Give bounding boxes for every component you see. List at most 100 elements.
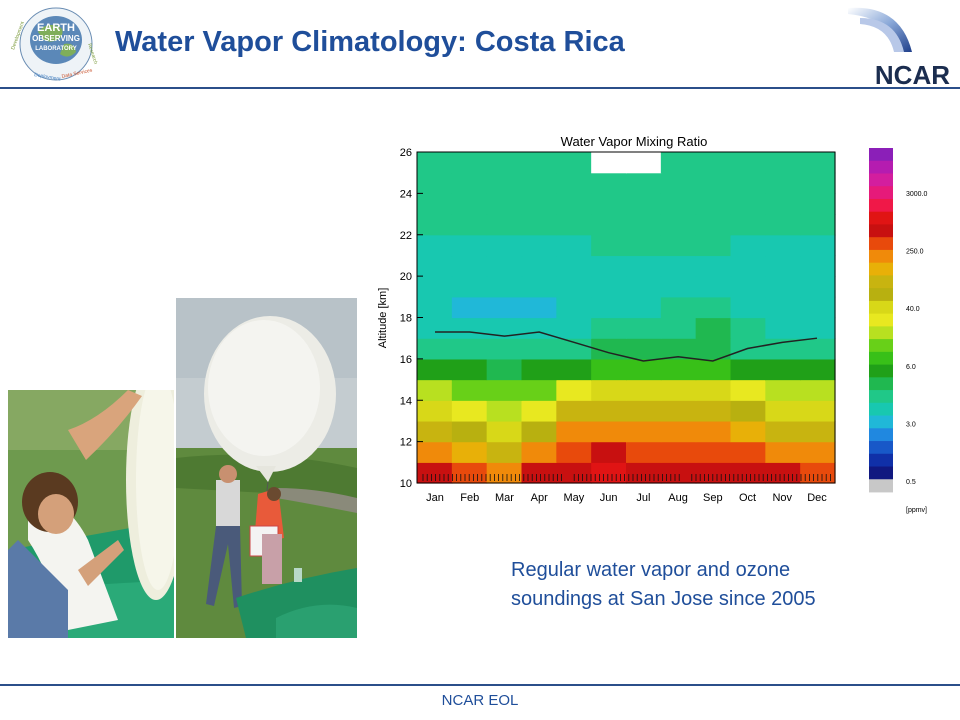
heatmap-cell (591, 255, 627, 277)
balloon-preparation-photo (8, 390, 174, 638)
heatmap-cell (626, 317, 662, 339)
balloon-launch-photo (176, 298, 357, 638)
heatmap-cell (695, 152, 732, 174)
heatmap-cell (730, 255, 766, 277)
colorbar-swatch (869, 453, 893, 467)
heatmap-cell (730, 172, 766, 194)
heatmap-cell (486, 255, 523, 277)
heatmap-cell (695, 296, 732, 319)
heatmap-cell (556, 234, 592, 257)
heatmap-cell (417, 296, 453, 319)
heatmap-cell (660, 441, 697, 463)
heatmap-cell (451, 255, 488, 277)
heatmap-cell (556, 317, 592, 339)
heatmap-cell (451, 214, 488, 236)
heatmap-cell (451, 296, 488, 319)
logo-line-2: OBSERVING (32, 34, 80, 43)
y-tick-label: 20 (400, 271, 412, 283)
heatmap-cell (521, 379, 557, 401)
heatmap-cell (765, 276, 801, 298)
logo-line-1: EARTH (37, 22, 75, 34)
heatmap-cell (626, 338, 662, 360)
heatmap-cell (626, 276, 662, 298)
heatmap-cell (695, 214, 732, 236)
heatmap-cell (521, 420, 557, 443)
heatmap-cell (417, 152, 453, 174)
heatmap-cell (800, 379, 836, 401)
heatmap-cell (521, 296, 557, 319)
heatmap-cell (765, 420, 801, 443)
colorbar-swatch (869, 275, 893, 289)
ncar-logo: NCAR (848, 7, 950, 90)
colorbar-swatch (869, 364, 893, 378)
heatmap-cell (556, 276, 592, 298)
heatmap-cell (660, 234, 697, 257)
heatmap-cell (521, 400, 557, 422)
heatmap-cell (730, 193, 766, 215)
heatmap-cell (660, 172, 697, 194)
heatmap-cell (660, 338, 697, 360)
colorbar-swatch (869, 300, 893, 315)
heatmap-cell (660, 400, 697, 422)
slide-title: Water Vapor Climatology: Costa Rica (115, 26, 625, 58)
heatmap-cell (451, 358, 488, 381)
heatmap-cell (695, 255, 732, 277)
heatmap-cell (451, 276, 488, 298)
heatmap-cell (417, 462, 453, 484)
heatmap-cell (800, 234, 836, 257)
heatmap-cell (660, 317, 697, 339)
heatmap-cell (626, 420, 662, 443)
heatmap-cell (730, 276, 766, 298)
colorbar-swatch (869, 198, 893, 213)
heatmap-cell (521, 276, 557, 298)
heatmap-cell (695, 338, 732, 360)
heatmap-cell (486, 193, 523, 215)
heatmap-cell (765, 172, 801, 194)
heatmap-cell (695, 420, 732, 443)
heatmap-cell (486, 317, 523, 339)
heatmap-cell (765, 462, 801, 484)
x-tick-label: Jun (600, 492, 618, 504)
heatmap-cell (695, 276, 732, 298)
heatmap-cell (765, 358, 801, 381)
heatmap-cell (800, 358, 836, 381)
heatmap-cell (521, 214, 557, 236)
x-tick-label: Sep (703, 492, 723, 504)
logo-ring-2: Deployment (34, 72, 62, 83)
heatmap-cell (591, 296, 627, 319)
colorbar-label: 40.0 (906, 306, 920, 313)
heatmap-cell (695, 317, 732, 339)
heatmap-cell (591, 358, 627, 381)
heatmap-cell (765, 296, 801, 319)
colorbar-swatch (869, 326, 893, 340)
heatmap-cell (556, 255, 592, 277)
colorbar-swatch (869, 441, 893, 455)
heatmap-cell (626, 400, 662, 422)
heatmap-cell (486, 296, 523, 319)
heatmap-cell (730, 296, 766, 319)
heatmap-cell (626, 296, 662, 319)
heatmap-cell (660, 214, 697, 236)
header-rule (0, 87, 960, 89)
heatmap-cell (451, 317, 488, 339)
heatmap-cell (765, 400, 801, 422)
heatmap-cell (800, 338, 836, 360)
heatmap-cell (800, 441, 836, 463)
heatmap-cell (486, 420, 523, 443)
colorbar-swatch (869, 377, 893, 391)
y-tick-label: 22 (400, 230, 412, 242)
colorbar-swatch (869, 211, 893, 225)
colorbar-swatch (869, 160, 893, 174)
heatmap-cell (451, 400, 488, 422)
heatmap-cell (521, 441, 557, 463)
heatmap-cell (660, 152, 697, 174)
heatmap-cell (521, 193, 557, 215)
heatmap-cell (591, 214, 627, 236)
heatmap-cell (591, 172, 627, 194)
heatmap-cell (451, 193, 488, 215)
heatmap-cell (556, 214, 592, 236)
colorbar-swatch (869, 313, 893, 327)
heatmap-cell (556, 420, 592, 443)
footer-text: NCAR EOL (441, 692, 519, 709)
y-tick-label: 18 (400, 313, 412, 325)
